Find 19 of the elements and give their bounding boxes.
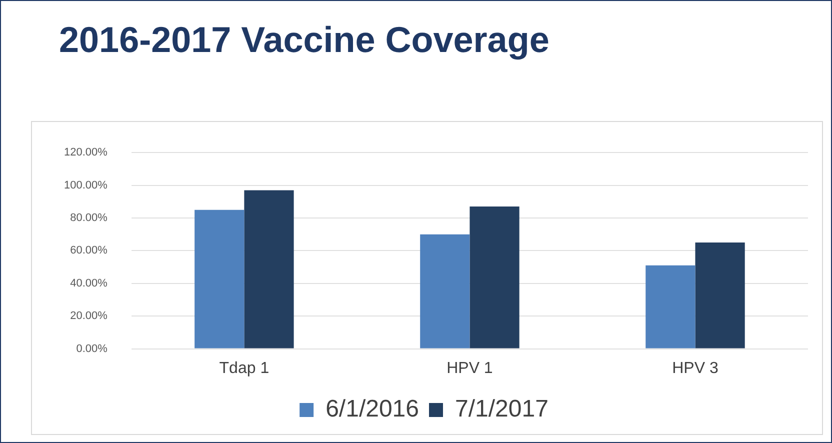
bar <box>244 190 294 348</box>
y-tick-label: 20.00% <box>70 310 108 322</box>
y-tick-label: 120.00% <box>64 146 108 159</box>
x-tick-label: HPV 3 <box>672 360 718 377</box>
legend-label: 6/1/2016 <box>326 396 419 423</box>
x-tick-label: Tdap 1 <box>219 360 270 377</box>
bar <box>420 234 470 348</box>
bar <box>695 242 745 348</box>
bar <box>194 210 244 348</box>
y-tick-label: 100.00% <box>64 179 108 192</box>
y-tick-label: 60.00% <box>70 244 108 257</box>
y-tick-label: 40.00% <box>70 277 108 290</box>
bar <box>470 206 520 348</box>
x-tick-label: HPV 1 <box>446 360 493 377</box>
chart-title: 2016-2017 Vaccine Coverage <box>59 19 550 61</box>
y-tick-label: 0.00% <box>76 342 108 355</box>
legend-label: 7/1/2017 <box>455 396 548 423</box>
y-tick-label: 80.00% <box>70 212 108 224</box>
bar <box>646 265 696 348</box>
